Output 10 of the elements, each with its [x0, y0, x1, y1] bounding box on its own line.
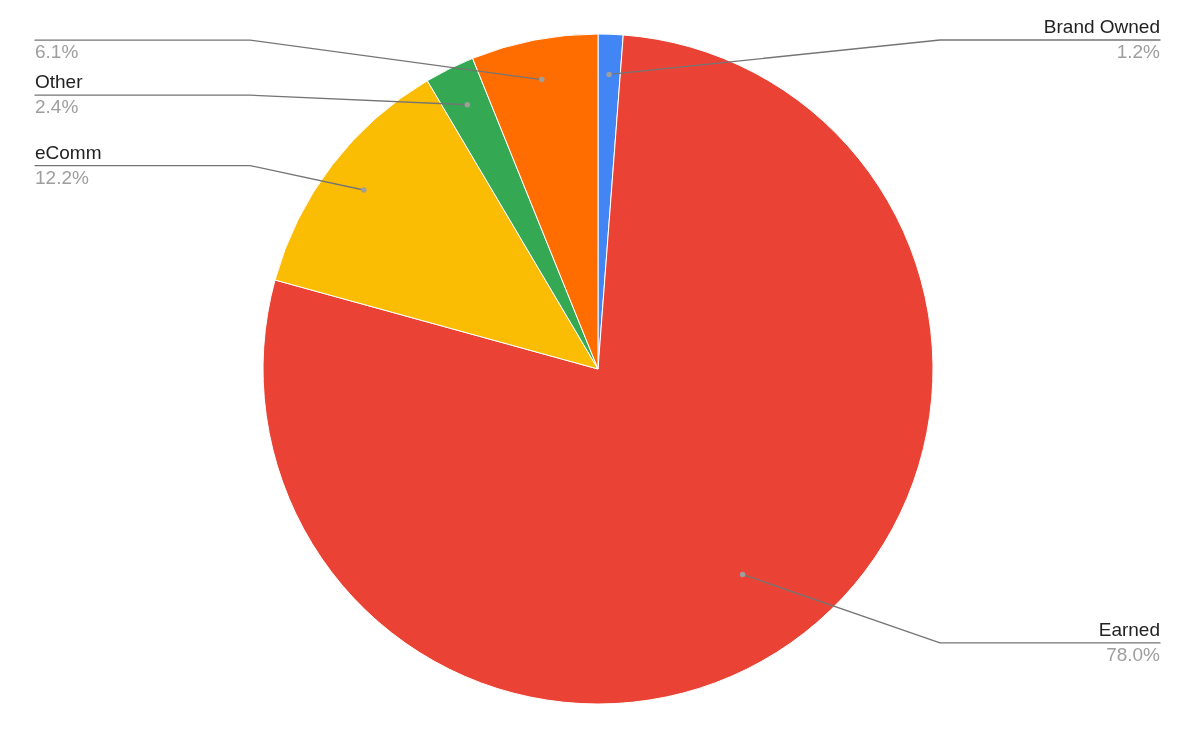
pie-slice [262, 34, 934, 705]
slice-label: Brand Owned [1043, 16, 1160, 37]
slice-label: eComm [35, 141, 102, 163]
data-label: 12.2% [35, 166, 89, 188]
slice-label: Other [35, 71, 84, 93]
data-label: 2.4% [35, 96, 79, 118]
slice-label: Earned [1098, 618, 1160, 640]
data-label: 78.0% [1106, 643, 1161, 665]
data-label: 6.1% [35, 41, 79, 63]
data-label: 1.2% [1116, 41, 1161, 62]
